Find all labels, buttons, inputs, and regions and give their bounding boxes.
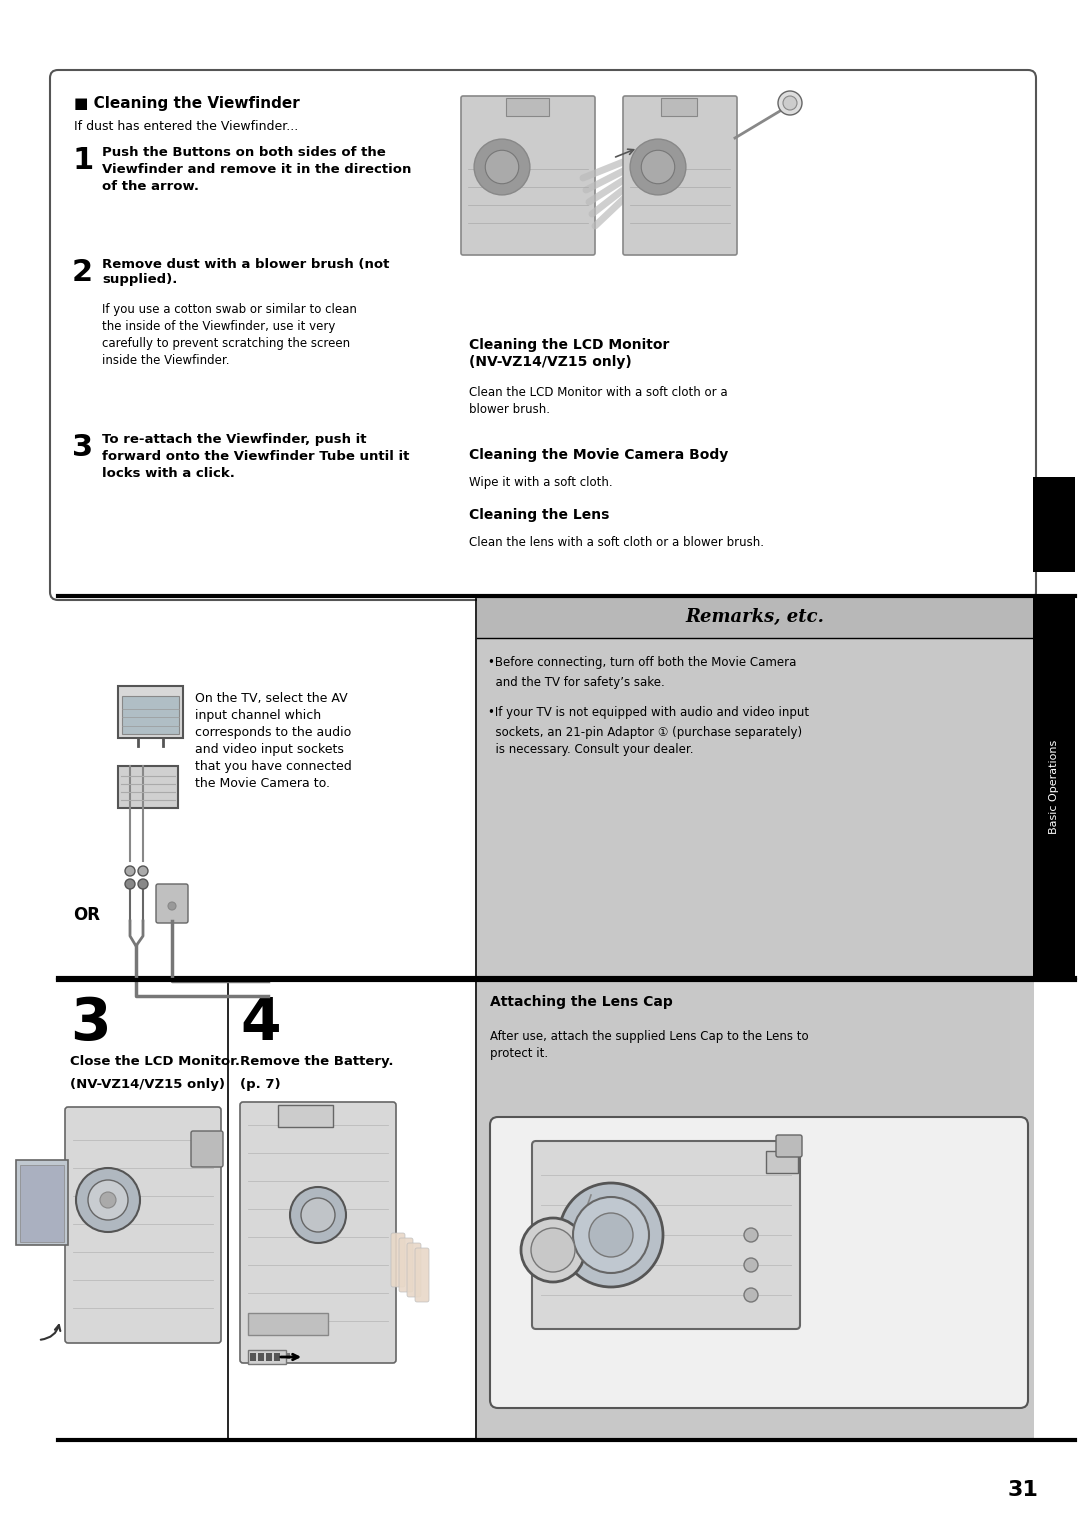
Text: 31: 31: [1008, 1481, 1038, 1500]
Text: (p. 7): (p. 7): [240, 1077, 281, 1091]
Circle shape: [87, 1180, 129, 1219]
FancyBboxPatch shape: [50, 70, 1036, 601]
Bar: [16, 1160, 68, 1245]
Text: Basic Operations: Basic Operations: [1049, 740, 1059, 834]
Circle shape: [778, 92, 802, 115]
Bar: [278, 1105, 333, 1128]
Text: If dust has entered the Viewfinder...: If dust has entered the Viewfinder...: [75, 121, 298, 133]
Bar: [1032, 477, 1075, 571]
Circle shape: [138, 866, 148, 876]
Circle shape: [531, 1229, 575, 1271]
Text: Cleaning the Movie Camera Body: Cleaning the Movie Camera Body: [469, 448, 728, 461]
FancyBboxPatch shape: [191, 1131, 222, 1167]
Bar: [258, 1352, 264, 1361]
Bar: [248, 1313, 328, 1335]
Circle shape: [100, 1192, 116, 1209]
Circle shape: [783, 96, 797, 110]
FancyBboxPatch shape: [399, 1238, 413, 1293]
Circle shape: [138, 879, 148, 889]
Circle shape: [630, 139, 686, 196]
Bar: [274, 1352, 280, 1361]
Circle shape: [301, 1198, 335, 1232]
Bar: [21, 1164, 64, 1242]
Text: Remove dust with a blower brush (not
supplied).: Remove dust with a blower brush (not sup…: [102, 258, 390, 286]
Text: Remarks, etc.: Remarks, etc.: [685, 608, 824, 626]
FancyBboxPatch shape: [461, 96, 595, 255]
Text: OR: OR: [73, 906, 100, 924]
Text: •If your TV is not equipped with audio and video input: •If your TV is not equipped with audio a…: [488, 706, 809, 720]
FancyBboxPatch shape: [777, 1135, 802, 1157]
Circle shape: [291, 1187, 346, 1242]
Bar: [477, 596, 1034, 639]
Text: 4: 4: [240, 995, 281, 1051]
Bar: [1032, 596, 1075, 978]
Circle shape: [744, 1288, 758, 1302]
FancyBboxPatch shape: [391, 1233, 405, 1287]
Circle shape: [125, 879, 135, 889]
Bar: [766, 1151, 798, 1174]
Text: On the TV, select the AV
input channel which
corresponds to the audio
and video : On the TV, select the AV input channel w…: [195, 692, 352, 790]
FancyBboxPatch shape: [532, 1141, 800, 1329]
Text: Wipe it with a soft cloth.: Wipe it with a soft cloth.: [469, 477, 612, 489]
Text: (NV-VZ14/VZ15 only): (NV-VZ14/VZ15 only): [70, 1077, 225, 1091]
FancyBboxPatch shape: [65, 1106, 221, 1343]
FancyBboxPatch shape: [415, 1248, 429, 1302]
Text: If you use a cotton swab or similar to clean
the inside of the Viewfinder, use i: If you use a cotton swab or similar to c…: [102, 303, 356, 367]
FancyBboxPatch shape: [407, 1242, 421, 1297]
Bar: [286, 1352, 291, 1358]
Text: Push the Buttons on both sides of the
Viewfinder and remove it in the direction
: Push the Buttons on both sides of the Vi…: [102, 147, 411, 193]
Circle shape: [744, 1258, 758, 1271]
FancyBboxPatch shape: [156, 885, 188, 923]
FancyBboxPatch shape: [240, 1102, 396, 1363]
Text: Close the LCD Monitor.: Close the LCD Monitor.: [70, 1054, 240, 1068]
Bar: [661, 98, 697, 116]
Circle shape: [744, 1229, 758, 1242]
Text: sockets, an 21-pin Adaptor ① (purchase separately)
  is necessary. Consult your : sockets, an 21-pin Adaptor ① (purchase s…: [488, 726, 802, 756]
Text: Clean the lens with a soft cloth or a blower brush.: Clean the lens with a soft cloth or a bl…: [469, 536, 764, 549]
Circle shape: [559, 1183, 663, 1287]
Text: •Before connecting, turn off both the Movie Camera: •Before connecting, turn off both the Mo…: [488, 656, 796, 669]
Text: Remove the Battery.: Remove the Battery.: [240, 1054, 393, 1068]
FancyBboxPatch shape: [623, 96, 737, 255]
Bar: [507, 98, 549, 116]
Bar: [477, 596, 1034, 978]
Text: 3: 3: [72, 432, 93, 461]
Circle shape: [76, 1167, 140, 1232]
Bar: [249, 1352, 256, 1361]
Circle shape: [125, 866, 135, 876]
Circle shape: [573, 1196, 649, 1273]
Circle shape: [474, 139, 530, 196]
Text: and the TV for safety’s sake.: and the TV for safety’s sake.: [488, 675, 665, 689]
Bar: [122, 695, 179, 733]
Bar: [248, 1351, 286, 1365]
Text: ■ Cleaning the Viewfinder: ■ Cleaning the Viewfinder: [75, 96, 300, 112]
Text: 1: 1: [72, 147, 93, 176]
Text: 2: 2: [72, 258, 93, 287]
Circle shape: [589, 1213, 633, 1258]
Bar: [477, 979, 1034, 1439]
FancyBboxPatch shape: [490, 1117, 1028, 1407]
Bar: [266, 1352, 272, 1361]
Text: Cleaning the LCD Monitor
(NV-VZ14/VZ15 only): Cleaning the LCD Monitor (NV-VZ14/VZ15 o…: [469, 338, 670, 370]
Text: 3: 3: [70, 995, 110, 1051]
Circle shape: [642, 150, 675, 183]
Text: Clean the LCD Monitor with a soft cloth or a
blower brush.: Clean the LCD Monitor with a soft cloth …: [469, 387, 728, 416]
Text: To re-attach the Viewfinder, push it
forward onto the Viewfinder Tube until it
l: To re-attach the Viewfinder, push it for…: [102, 432, 409, 480]
Bar: [118, 766, 178, 808]
Circle shape: [485, 150, 518, 183]
Text: Attaching the Lens Cap: Attaching the Lens Cap: [490, 995, 673, 1008]
Circle shape: [168, 902, 176, 911]
Text: After use, attach the supplied Lens Cap to the Lens to
protect it.: After use, attach the supplied Lens Cap …: [490, 1030, 809, 1060]
Text: Cleaning the Lens: Cleaning the Lens: [469, 507, 609, 523]
Circle shape: [521, 1218, 585, 1282]
Bar: [118, 686, 183, 738]
